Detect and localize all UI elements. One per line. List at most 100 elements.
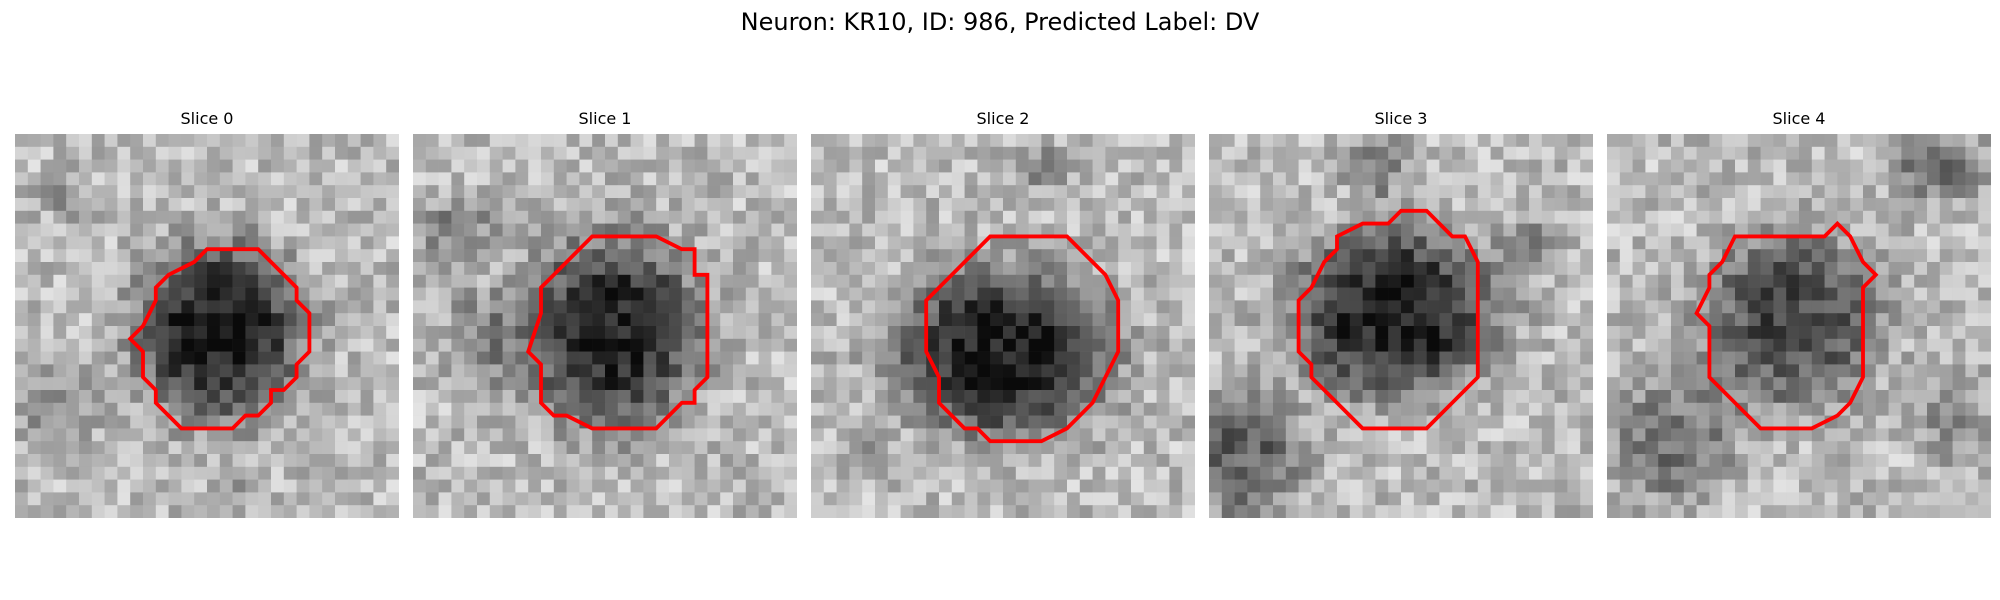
- image-pixel: [1965, 338, 1979, 352]
- image-pixel: [130, 223, 144, 237]
- image-pixel: [784, 223, 797, 237]
- image-pixel: [528, 249, 542, 263]
- image-pixel: [553, 402, 567, 416]
- image-pixel: [1863, 313, 1877, 327]
- image-pixel: [592, 415, 606, 429]
- image-pixel: [1169, 249, 1183, 263]
- image-pixel: [771, 185, 785, 199]
- image-pixel: [360, 185, 374, 199]
- image-pixel: [489, 390, 503, 404]
- image-pixel: [1182, 287, 1195, 301]
- image-pixel: [413, 300, 427, 314]
- image-pixel: [1939, 326, 1953, 340]
- image-pixel: [386, 274, 399, 288]
- image-pixel: [528, 377, 542, 391]
- image-pixel: [1875, 505, 1889, 518]
- image-pixel: [1221, 377, 1235, 391]
- image-pixel: [258, 134, 272, 148]
- image-pixel: [1349, 479, 1363, 493]
- image-pixel: [1965, 300, 1979, 314]
- image-pixel: [1503, 146, 1517, 160]
- image-pixel: [592, 134, 606, 148]
- image-pixel: [232, 223, 246, 237]
- image-pixel: [875, 134, 889, 148]
- image-pixel: [258, 223, 272, 237]
- image-pixel: [347, 466, 361, 480]
- image-pixel: [1401, 377, 1415, 391]
- image-pixel: [977, 274, 991, 288]
- image-pixel: [360, 326, 374, 340]
- image-pixel: [1709, 454, 1723, 468]
- image-pixel: [1490, 287, 1504, 301]
- image-pixel: [373, 441, 387, 455]
- image-pixel: [566, 479, 580, 493]
- image-pixel: [464, 172, 478, 186]
- image-pixel: [977, 185, 991, 199]
- image-pixel: [451, 198, 465, 212]
- image-pixel: [681, 415, 695, 429]
- image-pixel: [1105, 326, 1119, 340]
- image-pixel: [104, 198, 118, 212]
- image-pixel: [1541, 338, 1555, 352]
- image-pixel: [1324, 492, 1338, 506]
- image-pixel: [758, 441, 772, 455]
- image-pixel: [322, 300, 336, 314]
- image-pixel: [1234, 134, 1248, 148]
- image-pixel: [720, 300, 734, 314]
- image-pixel: [1619, 402, 1633, 416]
- image-pixel: [681, 249, 695, 263]
- image-pixel: [15, 377, 29, 391]
- image-pixel: [887, 441, 901, 455]
- image-pixel: [464, 134, 478, 148]
- image-pixel: [386, 364, 399, 378]
- image-pixel: [977, 262, 991, 276]
- image-pixel: [1311, 159, 1325, 173]
- image-pixel: [1041, 492, 1055, 506]
- image-pixel: [862, 159, 876, 173]
- image-pixel: [1683, 492, 1697, 506]
- image-pixel: [1773, 313, 1787, 327]
- image-pixel: [1143, 390, 1157, 404]
- image-pixel: [117, 390, 131, 404]
- image-pixel: [1658, 223, 1672, 237]
- image-pixel: [1067, 198, 1081, 212]
- image-pixel: [1554, 364, 1568, 378]
- image-pixel: [1658, 364, 1672, 378]
- image-pixel: [1426, 466, 1440, 480]
- image-pixel: [681, 223, 695, 237]
- image-pixel: [283, 441, 297, 455]
- image-pixel: [1696, 198, 1710, 212]
- image-pixel: [1041, 313, 1055, 327]
- image-pixel: [168, 249, 182, 263]
- image-pixel: [245, 274, 259, 288]
- image-pixel: [1349, 210, 1363, 224]
- image-pixel: [1607, 390, 1621, 404]
- image-pixel: [1735, 262, 1749, 276]
- image-pixel: [1092, 428, 1106, 442]
- image-pixel: [1234, 300, 1248, 314]
- image-pixel: [823, 185, 837, 199]
- image-pixel: [1747, 262, 1761, 276]
- image-pixel: [515, 441, 529, 455]
- image-pixel: [296, 338, 310, 352]
- image-pixel: [1079, 390, 1093, 404]
- image-pixel: [181, 377, 195, 391]
- image-pixel: [1735, 159, 1749, 173]
- image-pixel: [91, 338, 105, 352]
- image-pixel: [335, 262, 349, 276]
- image-pixel: [283, 146, 297, 160]
- image-pixel: [1786, 313, 1800, 327]
- image-pixel: [1671, 198, 1685, 212]
- image-pixel: [1041, 505, 1055, 518]
- image-pixel: [1401, 249, 1415, 263]
- image-pixel: [694, 134, 708, 148]
- image-pixel: [1914, 505, 1928, 518]
- image-pixel: [541, 134, 555, 148]
- image-pixel: [1003, 364, 1017, 378]
- image-pixel: [1285, 338, 1299, 352]
- image-pixel: [1490, 402, 1504, 416]
- image-pixel: [1105, 377, 1119, 391]
- image-pixel: [283, 134, 297, 148]
- image-pixel: [66, 326, 80, 340]
- image-pixel: [1811, 428, 1825, 442]
